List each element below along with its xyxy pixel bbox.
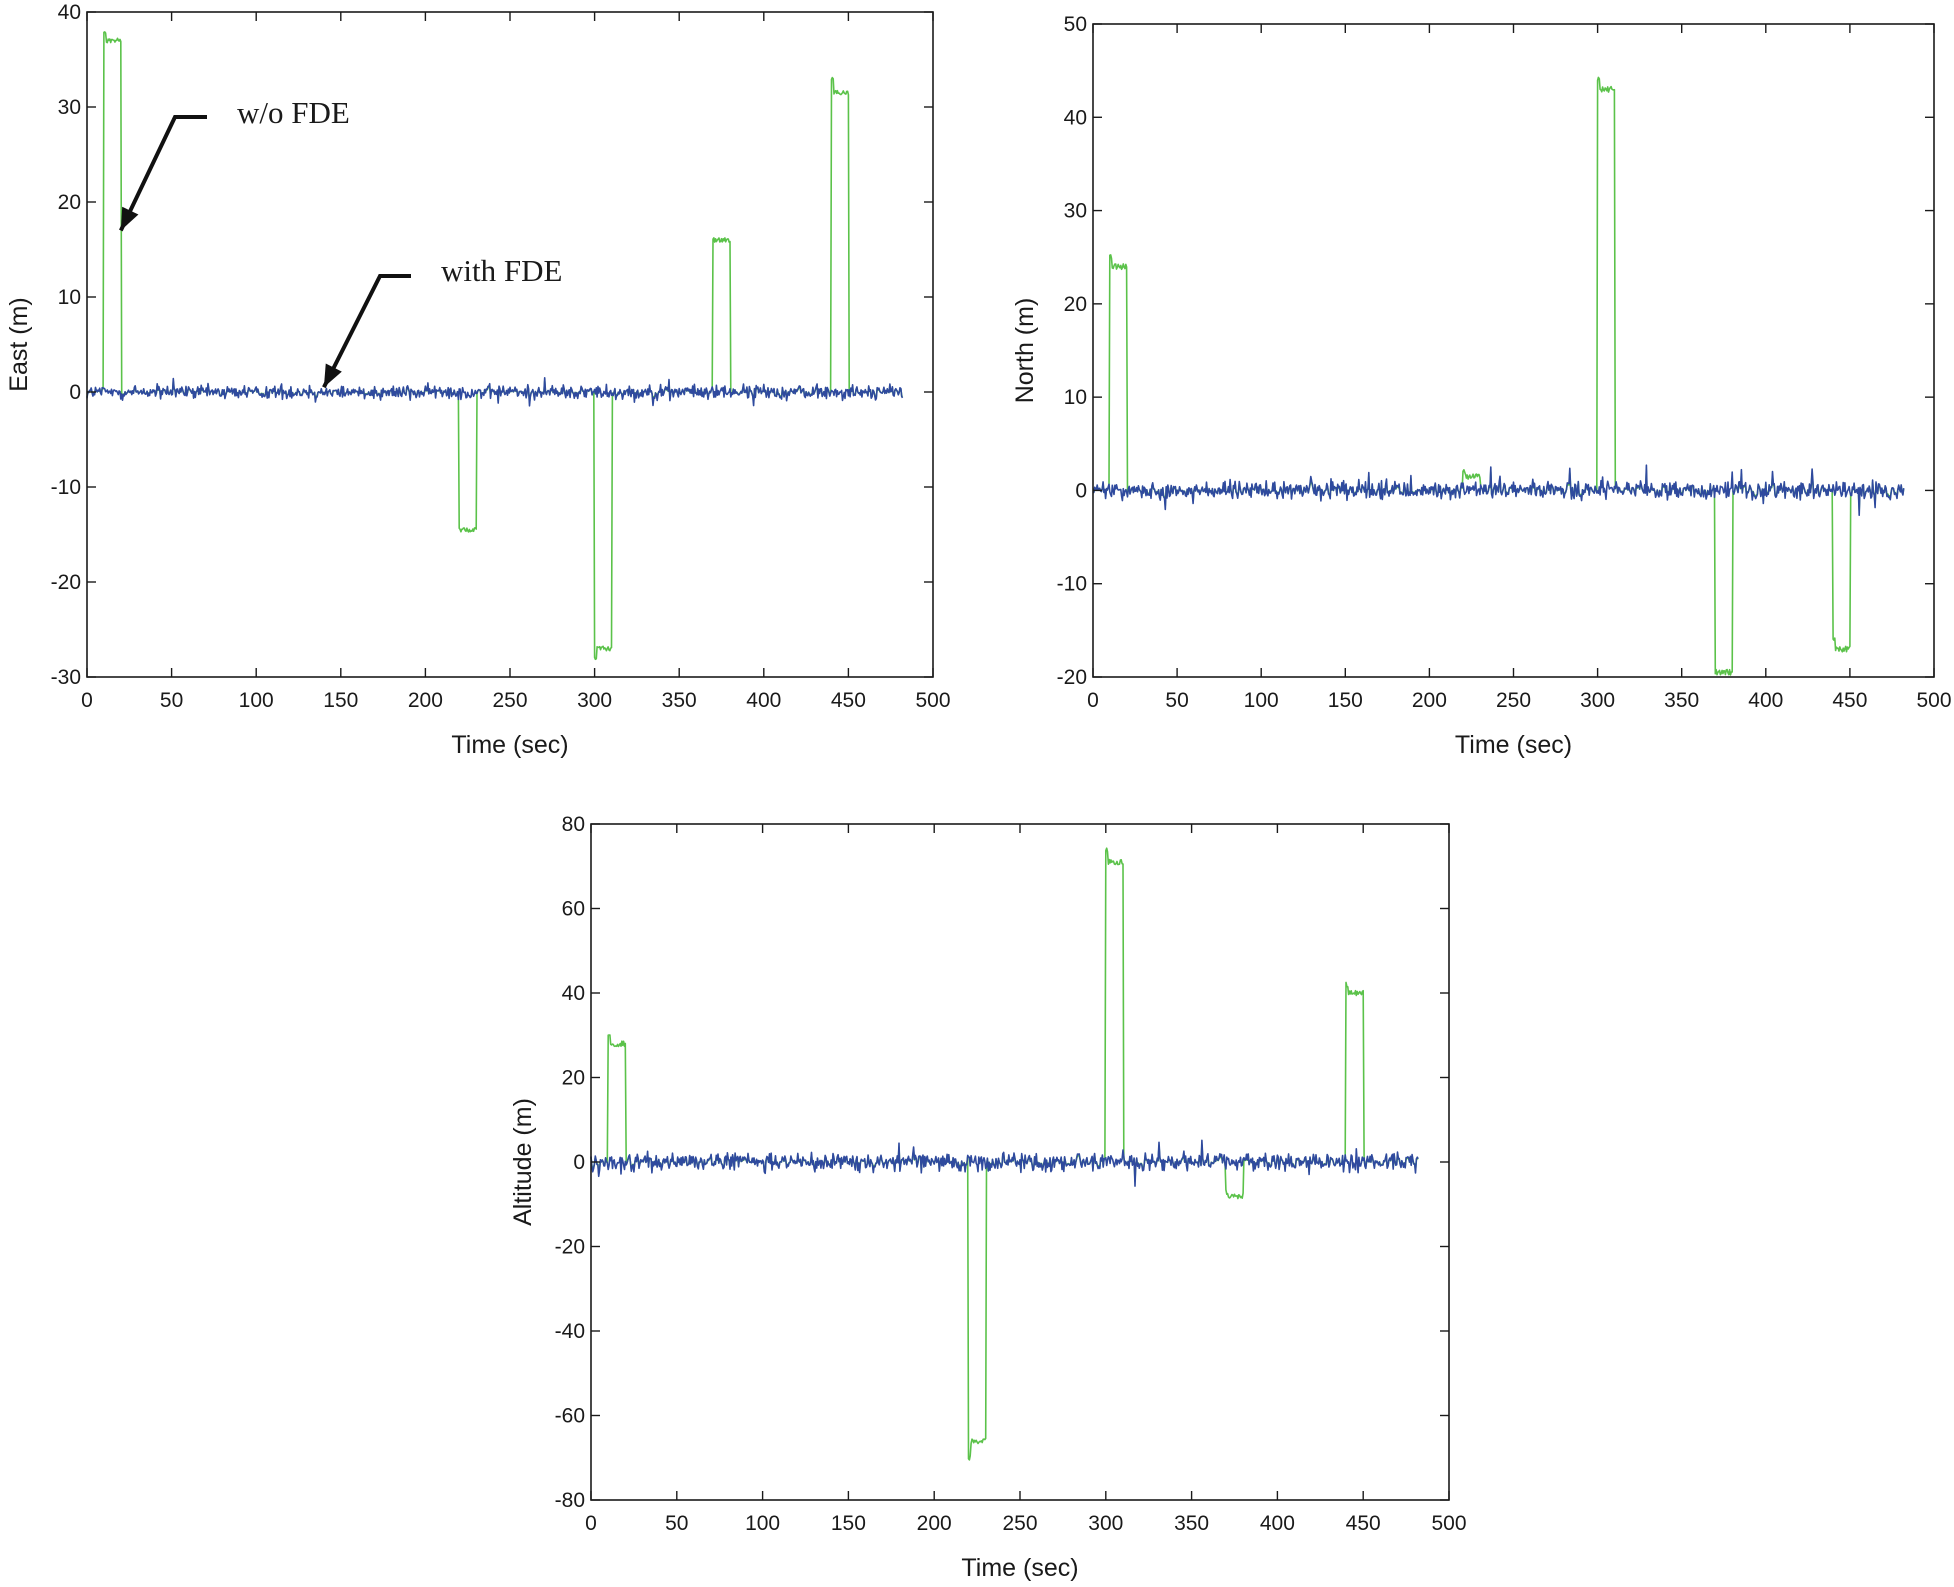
annotation-arrow-line: [322, 274, 411, 389]
x-tick-label: 200: [917, 1512, 952, 1535]
y-tick-label: 0: [69, 381, 81, 404]
y-tick-label: -40: [555, 1320, 585, 1343]
x-axis-label: Time (sec): [451, 731, 568, 759]
x-tick-label: 500: [1916, 689, 1951, 712]
x-tick-label: 100: [745, 1512, 780, 1535]
y-tick-label: -20: [1057, 666, 1087, 689]
x-tick-label: 300: [1088, 1512, 1123, 1535]
x-tick-label: 450: [831, 689, 866, 712]
y-tick-label: 40: [562, 982, 585, 1005]
y-tick-label: 10: [1064, 386, 1087, 409]
plot-frame: [86, 11, 934, 678]
y-tick-label: 80: [562, 813, 585, 836]
north-error-chart: 0 50 100 150 200 250 300 350 400 450 500 -20 -10 0 10 2…: [1011, 13, 1952, 759]
x-tick-label: 50: [665, 1512, 688, 1535]
y-tick-label: 60: [562, 898, 585, 921]
x-tick-label: 200: [408, 689, 443, 712]
annotation-arrowhead: [120, 206, 139, 231]
series-line-wo-fde: [1092, 76, 1905, 676]
y-axis-label: East (m): [5, 297, 33, 391]
x-tick-label: 350: [1664, 689, 1699, 712]
y-tick-label: 0: [573, 1151, 585, 1174]
x-tick-label: 150: [1328, 689, 1363, 712]
x-tick-label: 250: [1496, 689, 1531, 712]
y-tick-label: 30: [1064, 200, 1087, 223]
annotation-arrow-line: [119, 115, 207, 232]
series-line-with-fde: [1092, 464, 1905, 516]
x-tick-label: 500: [1431, 1512, 1466, 1535]
x-tick-label: 50: [160, 689, 183, 712]
y-tick-label: 10: [58, 286, 81, 309]
y-tick-label: 20: [58, 191, 81, 214]
x-tick-label: 150: [323, 689, 358, 712]
y-tick-label: 50: [1064, 13, 1087, 36]
series-line-wo-fde: [86, 31, 904, 661]
plot-frame: [1092, 23, 1935, 678]
x-tick-label: 300: [1580, 689, 1615, 712]
y-tick-label: 20: [1064, 293, 1087, 316]
y-tick-label: 30: [58, 96, 81, 119]
y-tick-label: 20: [562, 1067, 585, 1090]
x-tick-label: 400: [1260, 1512, 1295, 1535]
x-tick-label: 200: [1412, 689, 1447, 712]
series-line-with-fde: [86, 377, 904, 407]
x-tick-label: 450: [1346, 1512, 1381, 1535]
altitude-error-chart: 0 50 100 150 200 250 300 350 400 450 500-80-60-40-…: [509, 813, 1467, 1582]
y-tick-label: -10: [51, 476, 81, 499]
x-tick-label: 0: [81, 689, 93, 712]
x-axis-label: Time (sec): [961, 1554, 1078, 1582]
x-tick-label: 250: [492, 689, 527, 712]
y-tick-label: -60: [555, 1405, 585, 1428]
x-axis-label: Time (sec): [1455, 731, 1572, 759]
y-tick-label: -80: [555, 1489, 585, 1512]
x-tick-label: 400: [746, 689, 781, 712]
y-tick-label: -10: [1057, 573, 1087, 596]
east-error-chart: 0 50 100 150 200 250 300 350 400 450 500 -30 -20 -10 0…: [5, 1, 951, 759]
x-tick-label: 100: [1244, 689, 1279, 712]
x-tick-label: 350: [662, 689, 697, 712]
y-tick-label: -30: [51, 666, 81, 689]
x-tick-label: 0: [585, 1512, 597, 1535]
annotation-arrowhead: [323, 363, 342, 388]
y-tick-label: 40: [58, 1, 81, 24]
series-line-with-fde: [590, 1139, 1419, 1187]
annotation-label: with FDE: [441, 253, 562, 288]
x-tick-label: 50: [1165, 689, 1188, 712]
annotation-label: w/o FDE: [237, 95, 350, 130]
x-tick-label: 0: [1087, 689, 1099, 712]
y-axis-label: Altitude (m): [509, 1098, 537, 1226]
x-tick-label: 100: [239, 689, 274, 712]
y-tick-label: 0: [1075, 479, 1087, 502]
x-tick-label: 400: [1748, 689, 1783, 712]
y-tick-label: -20: [555, 1236, 585, 1259]
x-tick-label: 350: [1174, 1512, 1209, 1535]
x-tick-label: 450: [1832, 689, 1867, 712]
x-tick-label: 500: [915, 689, 950, 712]
y-tick-label: 40: [1064, 106, 1087, 129]
y-axis-label: North (m): [1011, 298, 1039, 404]
x-tick-label: 150: [831, 1512, 866, 1535]
x-tick-label: 300: [577, 689, 612, 712]
y-tick-label: -20: [51, 571, 81, 594]
x-tick-label: 250: [1002, 1512, 1037, 1535]
